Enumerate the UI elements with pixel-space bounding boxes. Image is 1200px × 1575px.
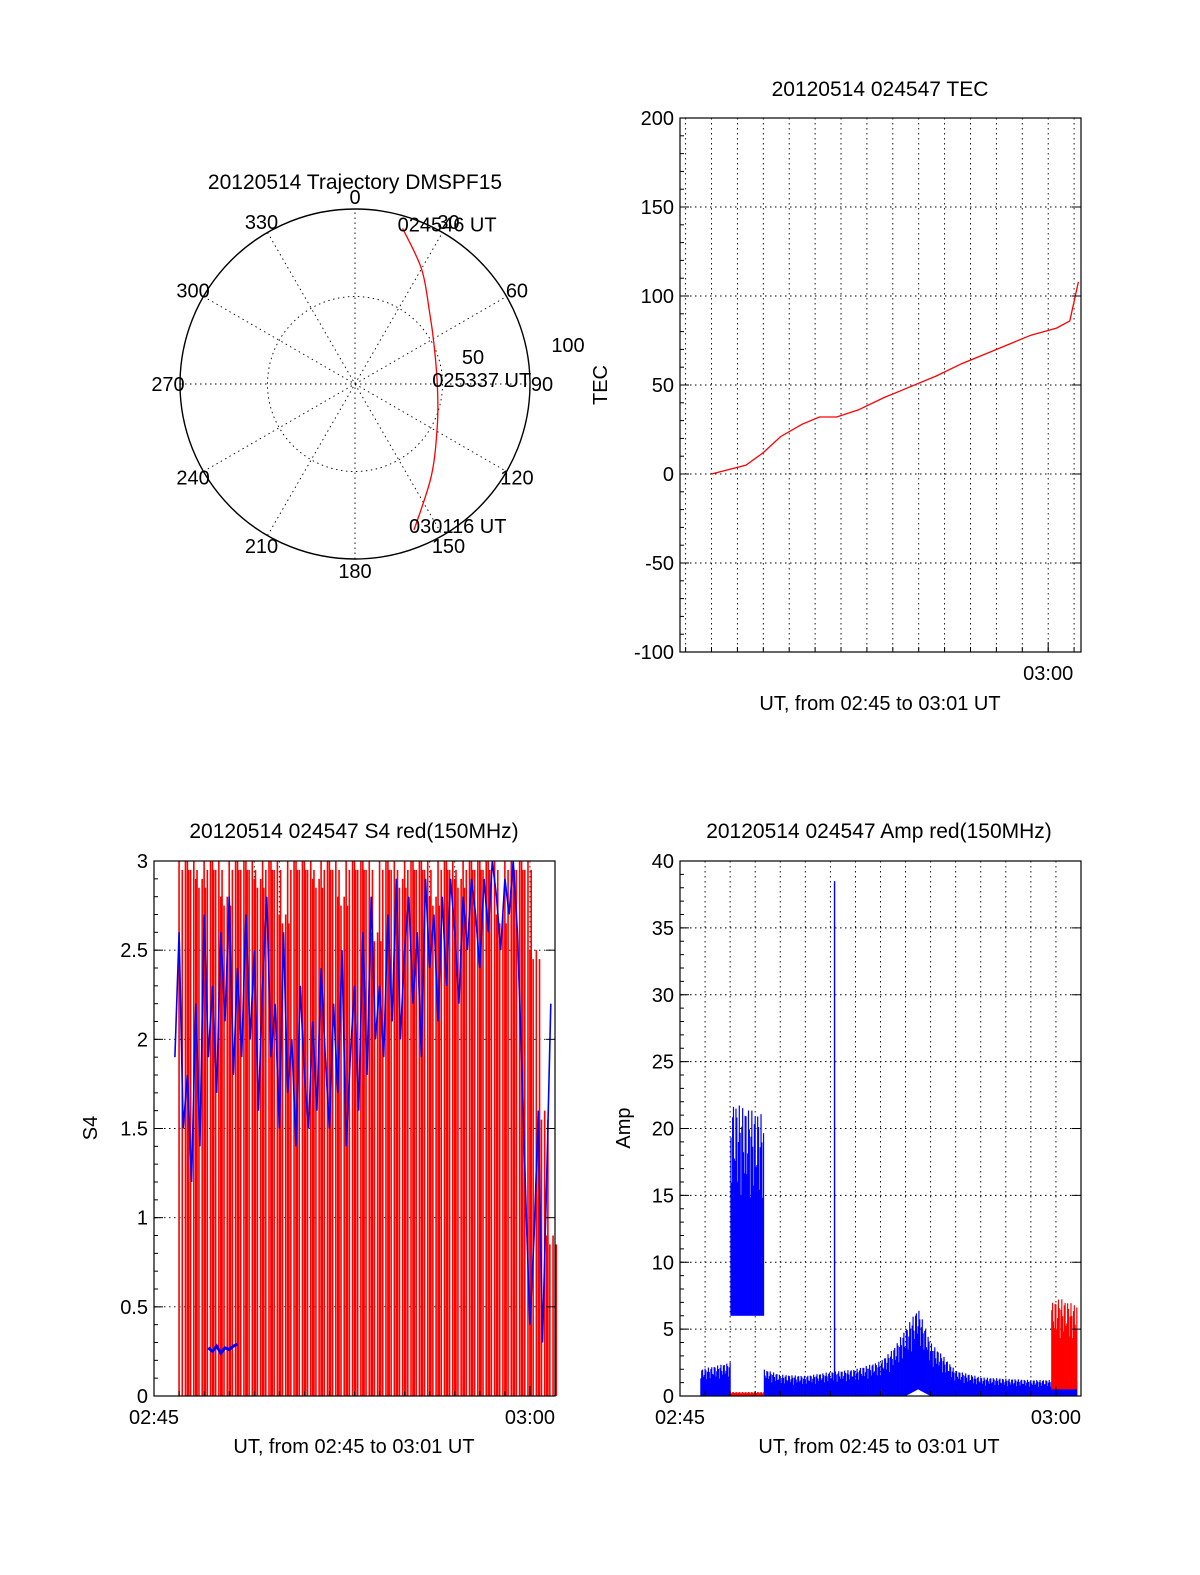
- s4-ytick-label-3: 3: [137, 851, 148, 873]
- amp-ytick-label-25: 25: [652, 1052, 674, 1074]
- amp-panel: 20120514 024547 Amp red(150MHz) 0 5 10 15 20…: [613, 820, 1082, 1458]
- tec-ticks: -100 -50 0 50 100 150 200 03:00: [634, 108, 1081, 685]
- polar-angle-label-90: 90: [531, 374, 553, 396]
- tec-series: [711, 281, 1080, 475]
- polar-trajectory-series: [402, 228, 439, 531]
- s4-ytick-label-1: 1: [137, 1208, 148, 1230]
- s4-x-axis-label: UT, from 02:45 to 03:01 UT: [233, 1436, 474, 1458]
- tec-ytick-label-150: 150: [641, 197, 674, 219]
- amp-ytick-label-30: 30: [652, 985, 674, 1007]
- amp-x-axis-label: UT, from 02:45 to 03:01 UT: [758, 1436, 999, 1458]
- polar-angle-label-60: 60: [506, 281, 528, 303]
- s4-ytick-label-0: 0: [137, 1386, 148, 1408]
- polar-radius-label-100: 100: [551, 335, 584, 357]
- polar-angle-labels: 0 30 60 90 120 150 180 210 240 270 300 330: [151, 187, 553, 583]
- amp-xtick-label-02:45: 02:45: [655, 1407, 705, 1429]
- polar-grid: [180, 209, 530, 559]
- polar-trajectory-line-0: [402, 228, 439, 531]
- s4-ytick-label-2.5: 2.5: [120, 940, 148, 962]
- s4-ticks: 0 0.5 1 1.5 2 2.5 3 02:45 03:00: [120, 851, 556, 1429]
- polar-angle-label-150: 150: [432, 536, 465, 558]
- amp-grid: [680, 861, 1081, 1396]
- polar-outer-ring: [179, 208, 531, 560]
- tec-ytick-label-200: 200: [641, 108, 674, 130]
- tec-grid: [680, 118, 1081, 652]
- polar-grid-spoke-150: [267, 232, 443, 536]
- amp-ytick-label-5: 5: [663, 1319, 674, 1341]
- trajectory-panel: 20120514 Trajectory DMSPF15 0 30 60 90 120 15…: [151, 171, 584, 583]
- amp-ytick-label-15: 15: [652, 1185, 674, 1207]
- polar-angle-label-30: 30: [437, 212, 459, 234]
- polar-annotations: 024546 UT 025337 UT 030116 UT: [398, 214, 532, 538]
- tec-x-axis-label: UT, from 02:45 to 03:01 UT: [759, 693, 1000, 715]
- polar-angle-label-120: 120: [500, 468, 533, 490]
- s4-xtick-label-03:00: 03:00: [505, 1407, 555, 1429]
- polar-grid-ring-50: [267, 296, 443, 472]
- tec-ytick-label-0: 0: [663, 464, 674, 486]
- s4-blue-line-1: [174, 860, 552, 1343]
- s4-ytick-label-1.5: 1.5: [120, 1119, 148, 1141]
- tec-title: 20120514 024547 TEC: [772, 78, 989, 101]
- polar-angle-label-270: 270: [151, 374, 184, 396]
- s4-blue-line-2: [207, 1342, 239, 1356]
- polar-annotation-0: 024546 UT: [398, 214, 497, 236]
- amp-ytick-label-0: 0: [663, 1386, 674, 1408]
- tec-xtick-label-03:00: 03:00: [1023, 663, 1073, 685]
- s4-xtick-label-02:45: 02:45: [129, 1407, 179, 1429]
- polar-angle-label-210: 210: [245, 536, 278, 558]
- tec-ytick-label-100: 100: [641, 286, 674, 308]
- amp-series: [700, 881, 1078, 1396]
- polar-annotation-1: 025337 UT: [432, 370, 531, 392]
- polar-angle-label-330: 330: [245, 212, 278, 234]
- tec-panel: 20120514 024547 TEC -100 -50 0 50 100 150 200 0…: [590, 78, 1082, 715]
- polar-radius-label-50: 50: [462, 347, 484, 369]
- polar-angle-label-0: 0: [349, 187, 360, 209]
- amp-y-axis-label: Amp: [613, 1107, 635, 1148]
- amp-xtick-label-03:00: 03:00: [1031, 1407, 1081, 1429]
- amp-ticks: 0 5 10 15 20 25 30 35 40 02:45 03:00: [652, 851, 1082, 1429]
- tec-line-0: [711, 281, 1080, 475]
- polar-angle-label-300: 300: [176, 281, 209, 303]
- polar-annotation-2: 030116 UT: [409, 516, 506, 538]
- amp-ytick-label-10: 10: [652, 1252, 674, 1274]
- s4-title: 20120514 024547 S4 red(150MHz): [189, 820, 518, 843]
- tec-y-axis-label: TEC: [590, 365, 612, 405]
- polar-angle-label-180: 180: [338, 561, 371, 583]
- s4-ytick-label-2: 2: [137, 1029, 148, 1051]
- s4-y-axis-label: S4: [80, 1116, 102, 1140]
- s4-panel: 20120514 024547 S4 red(150MHz) 0 0.5 1 1.5 2…: [80, 820, 558, 1458]
- tec-ytick-label-50: 50: [652, 375, 674, 397]
- amp-ytick-label-35: 35: [652, 918, 674, 940]
- amp-title: 20120514 024547 Amp red(150MHz): [706, 820, 1052, 843]
- trajectory-title: 20120514 Trajectory DMSPF15: [208, 171, 502, 194]
- tec-ytick-label--100: -100: [634, 642, 674, 664]
- amp-ytick-label-40: 40: [652, 851, 674, 873]
- amp-ytick-label-20: 20: [652, 1119, 674, 1141]
- polar-angle-label-240: 240: [176, 468, 209, 490]
- s4-series: [174, 860, 558, 1396]
- s4-ytick-label-0.5: 0.5: [120, 1297, 148, 1319]
- tec-ytick-label--50: -50: [645, 553, 674, 575]
